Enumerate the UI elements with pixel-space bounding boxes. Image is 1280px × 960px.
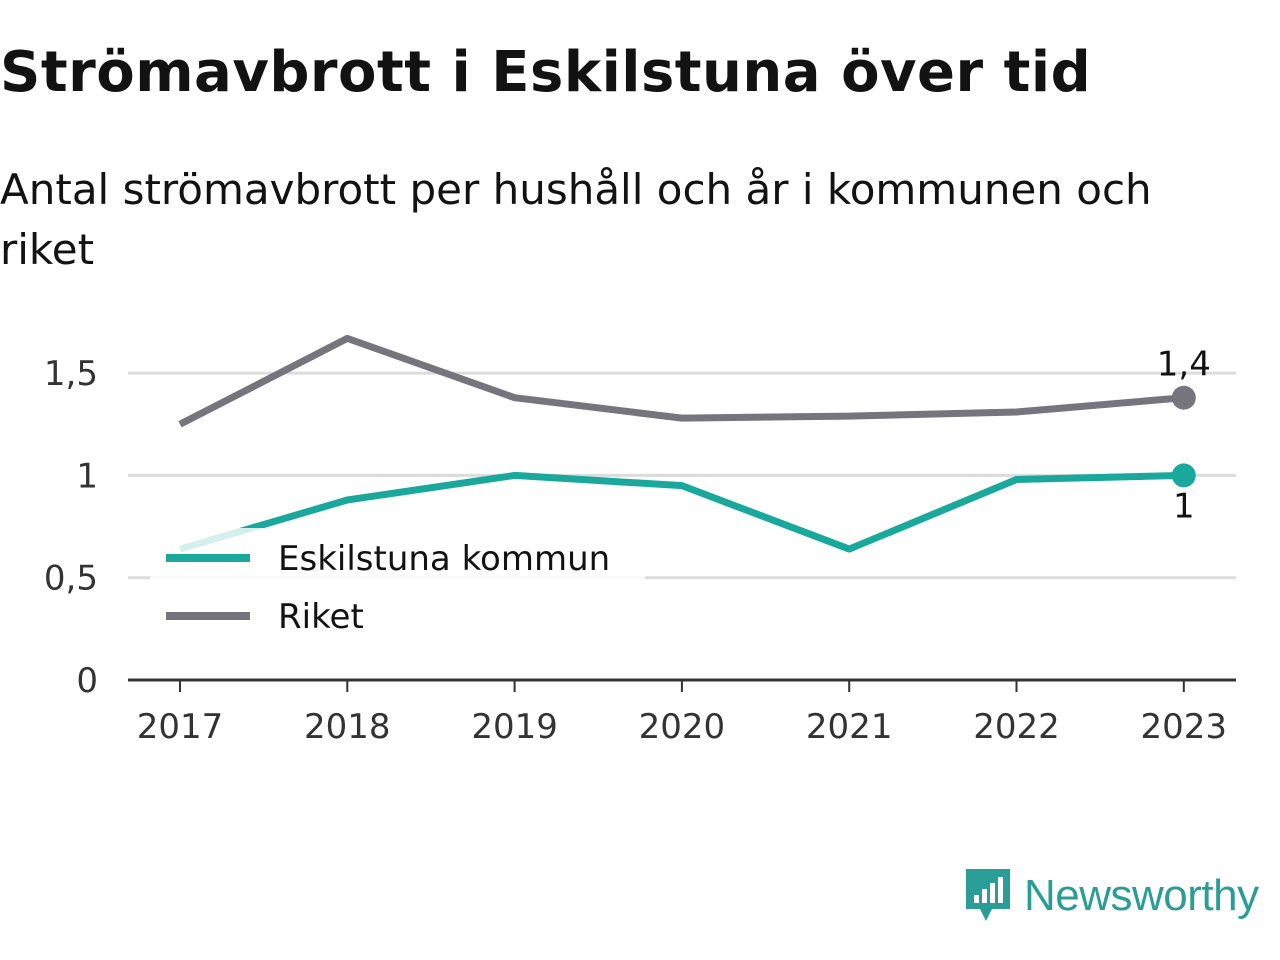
data-label-riket: 1,4	[1157, 345, 1211, 385]
chart-subtitle: Antal strömavbrott per hushåll och år i …	[0, 165, 1152, 274]
legend: Eskilstuna kommun Riket	[150, 528, 645, 640]
legend-background	[150, 528, 645, 640]
x-tick-label: 2023	[1141, 707, 1228, 747]
y-tick-label: 1,5	[44, 354, 98, 394]
x-tick-label: 2022	[973, 707, 1060, 747]
y-tick-label: 0,5	[44, 559, 98, 599]
x-tick-label: 2021	[806, 707, 893, 747]
chart-title: Strömavbrott i Eskilstuna över tid	[0, 40, 1092, 105]
x-tick-label: 2019	[471, 707, 558, 747]
end-point-riket	[1171, 385, 1196, 410]
end-point-eskilstuna-kommun	[1171, 463, 1196, 488]
newsworthy-logo-icon	[966, 869, 1010, 921]
data-label-eskilstuna-kommun: 1	[1173, 486, 1195, 526]
legend-label-riket: Riket	[278, 597, 364, 637]
legend-label-eskilstuna-kommun: Eskilstuna kommun	[278, 539, 610, 579]
brand-logo: Newsworthy	[962, 864, 1259, 928]
brand-name: Newsworthy	[1024, 871, 1259, 920]
x-tick-label: 2017	[137, 707, 224, 747]
y-tick-label: 1	[76, 456, 98, 496]
series-line-riket	[178, 334, 1185, 428]
series-line-eskilstuna-kommun	[179, 471, 1184, 553]
y-tick-label: 0	[76, 661, 98, 701]
x-tick-label: 2018	[304, 707, 391, 747]
x-tick-label: 2020	[639, 707, 726, 747]
